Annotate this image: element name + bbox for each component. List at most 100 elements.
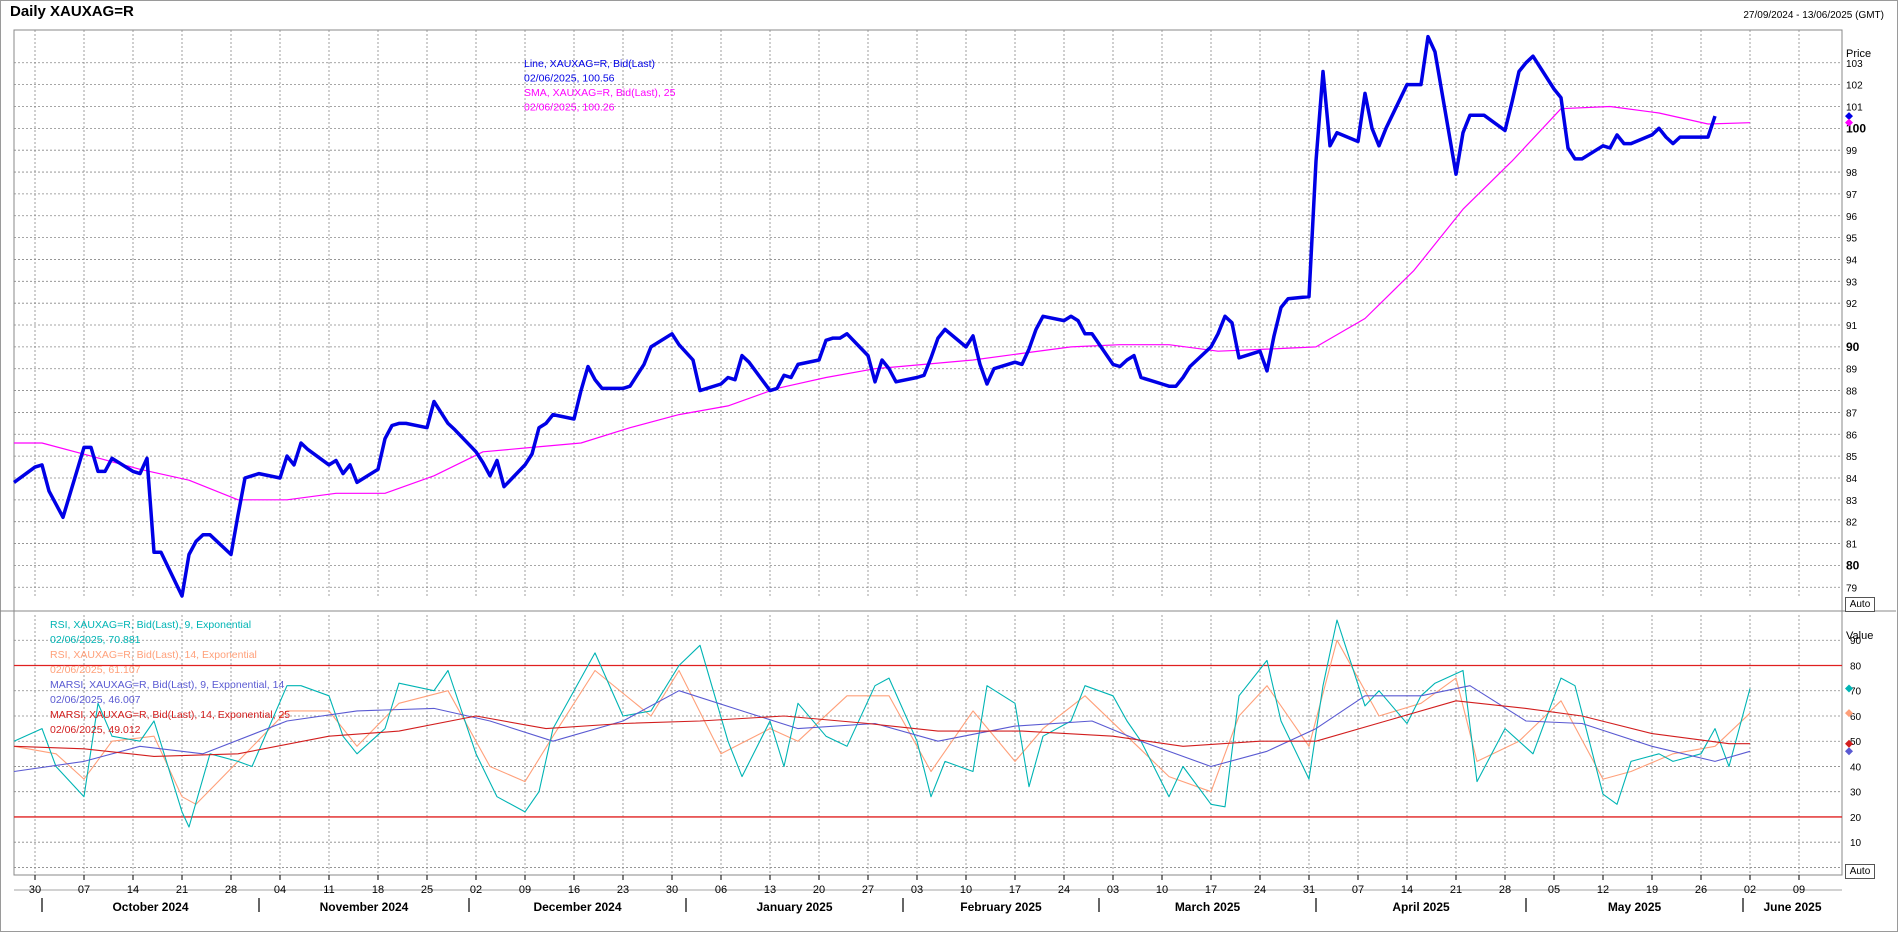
rsi-auto-scale-button[interactable]: Auto [1845, 864, 1875, 879]
rsi-tick-label: 70 [1850, 687, 1862, 698]
x-day-label: 04 [274, 884, 286, 896]
x-day-label: 12 [1597, 884, 1609, 896]
x-day-label: 10 [960, 884, 972, 896]
rsi-legend-entry: RSI, XAUXAG=R, Bid(Last), 14, Exponentia… [50, 649, 257, 661]
x-day-label: 06 [715, 884, 727, 896]
x-day-label: 07 [78, 884, 90, 896]
price-tick-label: 87 [1846, 408, 1858, 419]
price-tick-label: 83 [1846, 496, 1858, 507]
x-day-label: 25 [421, 884, 433, 896]
price-auto-scale-button[interactable]: Auto [1845, 597, 1875, 612]
x-day-label: 17 [1009, 884, 1021, 896]
x-day-label: 30 [29, 884, 41, 896]
price-axis-title: Price [1846, 48, 1871, 60]
chart-title: Daily XAUXAG=R [10, 3, 134, 20]
price-tick-label: 81 [1846, 540, 1858, 551]
sma-last-marker [1845, 118, 1853, 127]
price-tick-label: 93 [1846, 277, 1858, 288]
x-day-label: 26 [1695, 884, 1707, 896]
rsi-tick-label: 50 [1850, 737, 1862, 748]
marsi9-line[interactable] [13, 685, 1751, 773]
x-day-label: 09 [519, 884, 531, 896]
x-month-label: May 2025 [1608, 900, 1662, 914]
x-day-label: 03 [1107, 884, 1119, 896]
x-day-label: 21 [1450, 884, 1462, 896]
x-month-label: February 2025 [960, 900, 1042, 914]
rsi9-line[interactable] [13, 619, 1751, 828]
plot-border [13, 29, 1843, 876]
x-day-label: 05 [1548, 884, 1560, 896]
x-day-label: 16 [568, 884, 580, 896]
price-tick-label: 103 [1846, 59, 1863, 70]
price-tick-label: 89 [1846, 365, 1858, 376]
x-day-label: 02 [1744, 884, 1756, 896]
x-day-label: 24 [1058, 884, 1070, 896]
rsi-legend-entry: MARSI, XAUXAG=R, Bid(Last), 9, Exponenti… [50, 679, 284, 691]
price-tick-label: 95 [1846, 234, 1858, 245]
x-month-label: April 2025 [1392, 900, 1450, 914]
rsi14-line-last-marker [1845, 709, 1853, 718]
price-tick-label: 100 [1846, 121, 1866, 135]
price-tick-label: 85 [1846, 452, 1858, 463]
rsi-legend-entry: MARSI, XAUXAG=R, Bid(Last), 14, Exponent… [50, 709, 290, 721]
x-day-label: 21 [176, 884, 188, 896]
price-tick-label: 102 [1846, 81, 1863, 92]
price-tick-label: 82 [1846, 518, 1858, 529]
x-day-label: 13 [764, 884, 776, 896]
price-tick-label: 86 [1846, 430, 1858, 441]
x-day-label: 03 [911, 884, 923, 896]
rsi-legend-entry: 02/06/2025, 46.007 [50, 694, 141, 706]
x-day-label: 11 [323, 884, 334, 896]
sma-line[interactable] [14, 105, 1751, 501]
price-tick-label: 99 [1846, 146, 1858, 157]
price-legend-entry: 02/06/2025, 100.56 [524, 73, 615, 85]
x-day-label: 23 [617, 884, 629, 896]
rsi-tick-label: 10 [1850, 838, 1862, 849]
marsi14-line[interactable] [13, 700, 1750, 757]
rsi-tick-label: 40 [1850, 762, 1862, 773]
rsi-tick-label: 80 [1850, 661, 1862, 672]
x-month-label: November 2024 [320, 900, 409, 914]
price-tick-label: 90 [1846, 340, 1860, 354]
x-day-label: 14 [1401, 884, 1413, 896]
x-day-label: 27 [862, 884, 874, 896]
x-day-label: 28 [1499, 884, 1511, 896]
price-tick-label: 96 [1846, 212, 1858, 223]
price-tick-label: 91 [1846, 321, 1858, 332]
x-day-label: 07 [1352, 884, 1364, 896]
price-tick-label: 88 [1846, 387, 1858, 398]
rsi14-line[interactable] [13, 639, 1751, 805]
x-day-label: 20 [813, 884, 825, 896]
x-day-label: 24 [1254, 884, 1266, 896]
rsi-legend-entry: 02/06/2025, 49.012 [50, 724, 141, 736]
x-day-label: 19 [1646, 884, 1658, 896]
x-day-label: 14 [127, 884, 139, 896]
rsi-legend-entry: 02/06/2025, 61.107 [50, 664, 141, 676]
price-tick-label: 80 [1846, 558, 1860, 572]
price-legend-entry: 02/06/2025, 100.26 [524, 102, 615, 114]
x-day-label: 09 [1793, 884, 1805, 896]
price-tick-label: 79 [1846, 583, 1858, 594]
price-legend-entry: SMA, XAUXAG=R, Bid(Last), 25 [524, 87, 676, 99]
x-day-label: 02 [470, 884, 482, 896]
rsi-tick-label: 20 [1850, 813, 1862, 824]
x-day-label: 18 [372, 884, 384, 896]
x-month-label: March 2025 [1175, 900, 1241, 914]
marsi14-line-last-marker [1845, 739, 1853, 748]
x-month-label: December 2024 [533, 900, 621, 914]
x-day-label: 17 [1205, 884, 1217, 896]
price-tick-label: 92 [1846, 299, 1858, 310]
price-tick-label: 97 [1846, 190, 1858, 201]
price-line[interactable] [12, 34, 1717, 598]
x-day-label: 30 [666, 884, 678, 896]
price-tick-label: 101 [1846, 102, 1863, 113]
marsi9-line-last-marker [1845, 747, 1853, 756]
date-range-label: 27/09/2024 - 13/06/2025 (GMT) [1743, 10, 1884, 21]
x-month-label: June 2025 [1763, 900, 1821, 914]
rsi-axis-title: Value [1846, 630, 1873, 642]
rsi-tick-label: 60 [1850, 712, 1862, 723]
rsi-tick-label: 30 [1850, 788, 1862, 799]
x-month-label: October 2024 [112, 900, 188, 914]
rsi-tick-label: 90 [1850, 636, 1862, 647]
